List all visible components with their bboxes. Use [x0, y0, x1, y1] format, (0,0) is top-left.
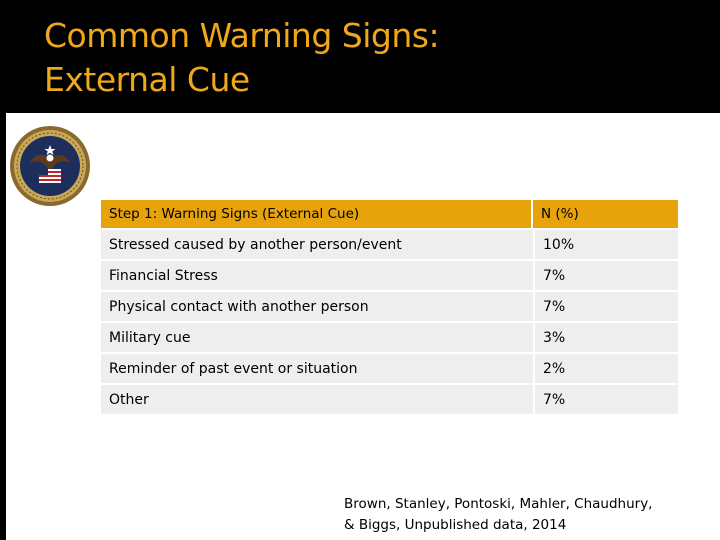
row-value: 3%: [533, 321, 678, 352]
va-seal-icon: [10, 126, 90, 206]
table-row: Other 7%: [101, 383, 678, 414]
header-n-percent: N (%): [533, 200, 678, 228]
title-bar: Common Warning Signs: External Cue: [0, 0, 720, 113]
row-label: Military cue: [101, 321, 533, 352]
slide-title-line-2: External Cue: [44, 60, 250, 99]
slide-title-line-1: Common Warning Signs:: [44, 16, 440, 55]
table-row: Reminder of past event or situation 2%: [101, 352, 678, 383]
citation: Brown, Stanley, Pontoski, Mahler, Chaudh…: [344, 494, 652, 536]
row-value: 2%: [533, 352, 678, 383]
row-label: Physical contact with another person: [101, 290, 533, 321]
table-row: Stressed caused by another person/event …: [101, 228, 678, 259]
row-value: 10%: [533, 228, 678, 259]
header-warning-signs: Step 1: Warning Signs (External Cue): [101, 200, 533, 228]
table-header-row: Step 1: Warning Signs (External Cue) N (…: [101, 200, 678, 228]
warning-signs-table: Step 1: Warning Signs (External Cue) N (…: [101, 200, 678, 414]
table-row: Physical contact with another person 7%: [101, 290, 678, 321]
citation-line-2: & Biggs, Unpublished data, 2014: [344, 517, 567, 533]
row-value: 7%: [533, 290, 678, 321]
row-label: Other: [101, 383, 533, 414]
row-label: Financial Stress: [101, 259, 533, 290]
table-row: Military cue 3%: [101, 321, 678, 352]
row-label: Reminder of past event or situation: [101, 352, 533, 383]
row-value: 7%: [533, 259, 678, 290]
left-black-strip: [0, 113, 6, 540]
row-value: 7%: [533, 383, 678, 414]
row-label: Stressed caused by another person/event: [101, 228, 533, 259]
slide-title: Common Warning Signs: External Cue: [44, 14, 440, 102]
table-row: Financial Stress 7%: [101, 259, 678, 290]
citation-line-1: Brown, Stanley, Pontoski, Mahler, Chaudh…: [344, 496, 653, 512]
